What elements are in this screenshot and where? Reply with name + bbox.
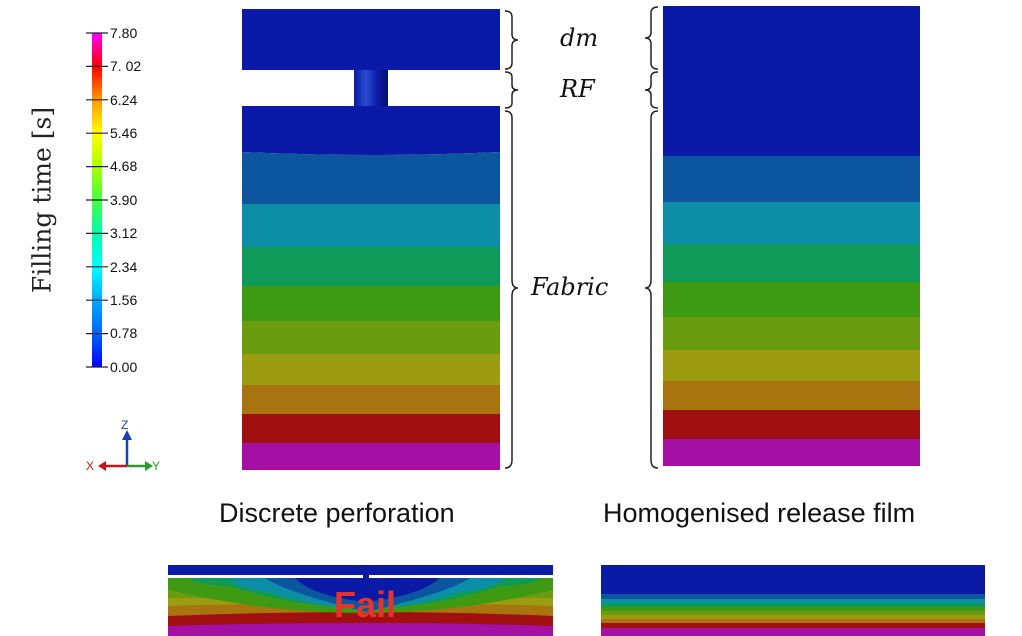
brace-fabric-right	[644, 110, 659, 469]
legend-tick-marks	[86, 32, 108, 368]
legend-tick-label: 3.90	[110, 192, 138, 208]
legend-tick-label: 0.78	[110, 325, 138, 341]
axis-z-label: Z	[121, 418, 129, 432]
legend-tick-label: 6.24	[110, 92, 138, 108]
brace-fabric-left	[504, 110, 519, 469]
fail-label: Fail	[333, 584, 397, 625]
legend-tick-label: 7.80	[110, 25, 138, 41]
left-perforation	[354, 70, 388, 108]
bottom-right-contour	[601, 565, 985, 636]
caption-discrete-perforation: Discrete perforation	[219, 498, 455, 528]
left-dm-block	[242, 9, 500, 70]
label-rf: RF	[560, 75, 595, 103]
legend-tick-label: 7. 02	[110, 58, 142, 74]
legend-tick-label: 4.68	[110, 158, 138, 174]
bottom-left-contour	[168, 565, 553, 636]
brace-dm-left	[504, 10, 519, 70]
legend-tick-label: 0.00	[110, 359, 138, 375]
brace-rf-left	[504, 71, 519, 109]
axis-x-label: X	[86, 459, 95, 473]
label-dm: dm	[560, 24, 599, 52]
left-fabric-bands	[242, 106, 500, 470]
right-braces	[644, 6, 659, 469]
legend-tick-label: 1.56	[110, 292, 138, 308]
right-fabric-bands	[663, 6, 920, 466]
legend-tick-label: 5.46	[110, 125, 138, 141]
axis-y-label: Y	[152, 459, 161, 473]
axis-triad-icon	[98, 430, 153, 471]
legend-tick-label: 2.34	[110, 259, 138, 275]
label-fabric: Fabric	[531, 273, 609, 301]
brace-dm-right	[644, 6, 659, 70]
brace-rf-right	[644, 71, 659, 109]
legend-tick-label: 3.12	[110, 225, 138, 241]
left-braces	[504, 10, 519, 469]
caption-homogenised-release-film: Homogenised release film	[603, 498, 916, 528]
